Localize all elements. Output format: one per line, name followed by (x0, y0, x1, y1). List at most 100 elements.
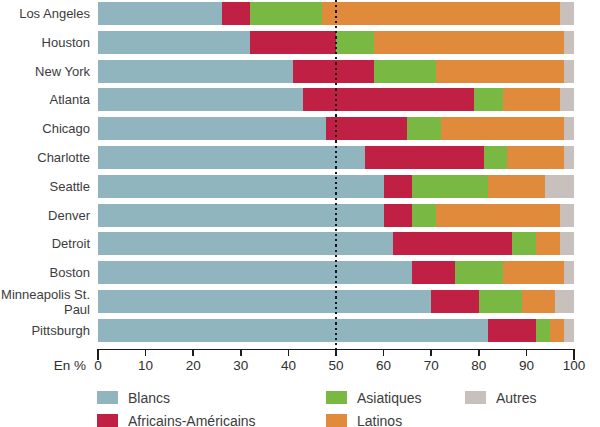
x-axis-tick-label-80: 80 (457, 358, 501, 373)
bar-segment-autres (564, 146, 574, 169)
bar-segment-blancs (98, 204, 384, 227)
legend-swatch-blancs (97, 391, 118, 404)
stacked-bar-chart: En % Los AngelesHoustonNew YorkAtlantaCh… (0, 0, 600, 427)
category-label-minneapolis-st-paul: Minneapolis St. Paul (0, 287, 90, 316)
bar-segment-latinos (488, 175, 545, 198)
reference-line-50pct (335, 0, 337, 356)
bar-segment-latinos (441, 117, 565, 140)
category-label-charlotte: Charlotte (0, 143, 90, 172)
category-label-houston: Houston (0, 28, 90, 57)
bar-segment-autres (560, 88, 574, 111)
category-label-atlanta: Atlanta (0, 85, 90, 114)
bar-segment-autres (560, 232, 574, 255)
category-label-chicago: Chicago (0, 114, 90, 143)
bar-segment-asiatiques (412, 175, 488, 198)
category-label-denver: Denver (0, 201, 90, 230)
bar-segment-blancs (98, 261, 412, 284)
bar-segment-africains-am-ricains (365, 146, 484, 169)
legend-swatch-africains-am-ricains (97, 414, 118, 427)
bar-segment-blancs (98, 117, 326, 140)
category-label-detroit: Detroit (0, 229, 90, 258)
x-axis-tick-80 (478, 349, 480, 356)
bar-segment-latinos (507, 146, 564, 169)
bar-segment-africains-am-ricains (326, 117, 407, 140)
bar-segment-africains-am-ricains (384, 204, 413, 227)
bar-segment-blancs (98, 88, 303, 111)
x-axis-tick-40 (288, 349, 290, 356)
x-axis-tick-60 (383, 349, 385, 356)
bar-segment-asiatiques (474, 88, 503, 111)
bar-segment-blancs (98, 175, 384, 198)
bar-segment-africains-am-ricains (393, 232, 512, 255)
x-axis-tick-label-0: 0 (76, 358, 120, 373)
x-axis-tick-label-70: 70 (409, 358, 453, 373)
x-axis-tick-label-20: 20 (171, 358, 215, 373)
category-label-new-york: New York (0, 57, 90, 86)
bar-segment-latinos (550, 319, 564, 342)
bar-segment-autres (560, 204, 574, 227)
legend-label-blancs: Blancs (128, 390, 170, 406)
bar-segment-africains-am-ricains (488, 319, 536, 342)
x-axis-tick-label-90: 90 (504, 358, 548, 373)
bar-segment-africains-am-ricains (384, 175, 413, 198)
legend-label-africains-am-ricains: Africains-Américains (128, 413, 256, 427)
legend-label-autres: Autres (496, 390, 536, 406)
x-axis-tick-label-100: 100 (552, 358, 596, 373)
bar-segment-blancs (98, 60, 293, 83)
x-axis-tick-20 (192, 349, 194, 356)
bar-segment-autres (555, 290, 574, 313)
legend-label-asiatiques: Asiatiques (357, 390, 422, 406)
bar-segment-latinos (503, 88, 560, 111)
bar-segment-latinos (436, 60, 565, 83)
x-axis-tick-10 (145, 349, 147, 356)
bar-segment-latinos (436, 204, 560, 227)
bar-segment-asiatiques (484, 146, 508, 169)
bar-segment-asiatiques (412, 204, 436, 227)
bar-segment-asiatiques (250, 2, 321, 25)
bar-segment-asiatiques (512, 232, 536, 255)
category-label-pittsburgh: Pittsburgh (0, 316, 90, 345)
category-label-boston: Boston (0, 258, 90, 287)
x-axis-tick-label-30: 30 (219, 358, 263, 373)
legend-item-autres: Autres (465, 389, 536, 406)
bar-segment-blancs (98, 232, 393, 255)
x-axis-tick-label-40: 40 (266, 358, 310, 373)
bar-segment-latinos (503, 261, 565, 284)
legend-swatch-latinos (326, 414, 347, 427)
bar-segment-autres (564, 261, 574, 284)
bar-segment-africains-am-ricains (222, 2, 251, 25)
bar-segment-latinos (536, 232, 560, 255)
legend-label-latinos: Latinos (357, 413, 402, 427)
bar-segment-africains-am-ricains (303, 88, 474, 111)
bar-segment-blancs (98, 31, 250, 54)
bar-segment-asiatiques (479, 290, 522, 313)
x-axis-tick-90 (526, 349, 528, 356)
x-axis-tick-30 (240, 349, 242, 356)
bar-segment-autres (564, 319, 574, 342)
bar-segment-blancs (98, 290, 431, 313)
bar-segment-blancs (98, 2, 222, 25)
bar-segment-africains-am-ricains (431, 290, 479, 313)
bar-segment-autres (560, 2, 574, 25)
legend-item-asiatiques: Asiatiques (326, 389, 422, 406)
x-axis-tick-label-50: 50 (314, 358, 358, 373)
bar-segment-autres (564, 60, 574, 83)
bar-segment-africains-am-ricains (250, 31, 336, 54)
bar-segment-asiatiques (455, 261, 503, 284)
legend-item-latinos: Latinos (326, 412, 402, 427)
category-label-seattle: Seattle (0, 172, 90, 201)
bar-segment-asiatiques (336, 31, 374, 54)
bar-segment-africains-am-ricains (412, 261, 455, 284)
category-label-los-angeles: Los Angeles (0, 0, 90, 28)
bar-segment-blancs (98, 319, 488, 342)
bar-segment-latinos (522, 290, 555, 313)
bar-segment-autres (545, 175, 574, 198)
bar-segment-autres (564, 117, 574, 140)
legend-item-blancs: Blancs (97, 389, 170, 406)
x-axis-tick-70 (430, 349, 432, 356)
legend-swatch-autres (465, 391, 486, 404)
bar-segment-latinos (322, 2, 560, 25)
legend-item-africains-am-ricains: Africains-Américains (97, 412, 256, 427)
bar-segment-asiatiques (407, 117, 440, 140)
bar-segment-africains-am-ricains (293, 60, 374, 83)
